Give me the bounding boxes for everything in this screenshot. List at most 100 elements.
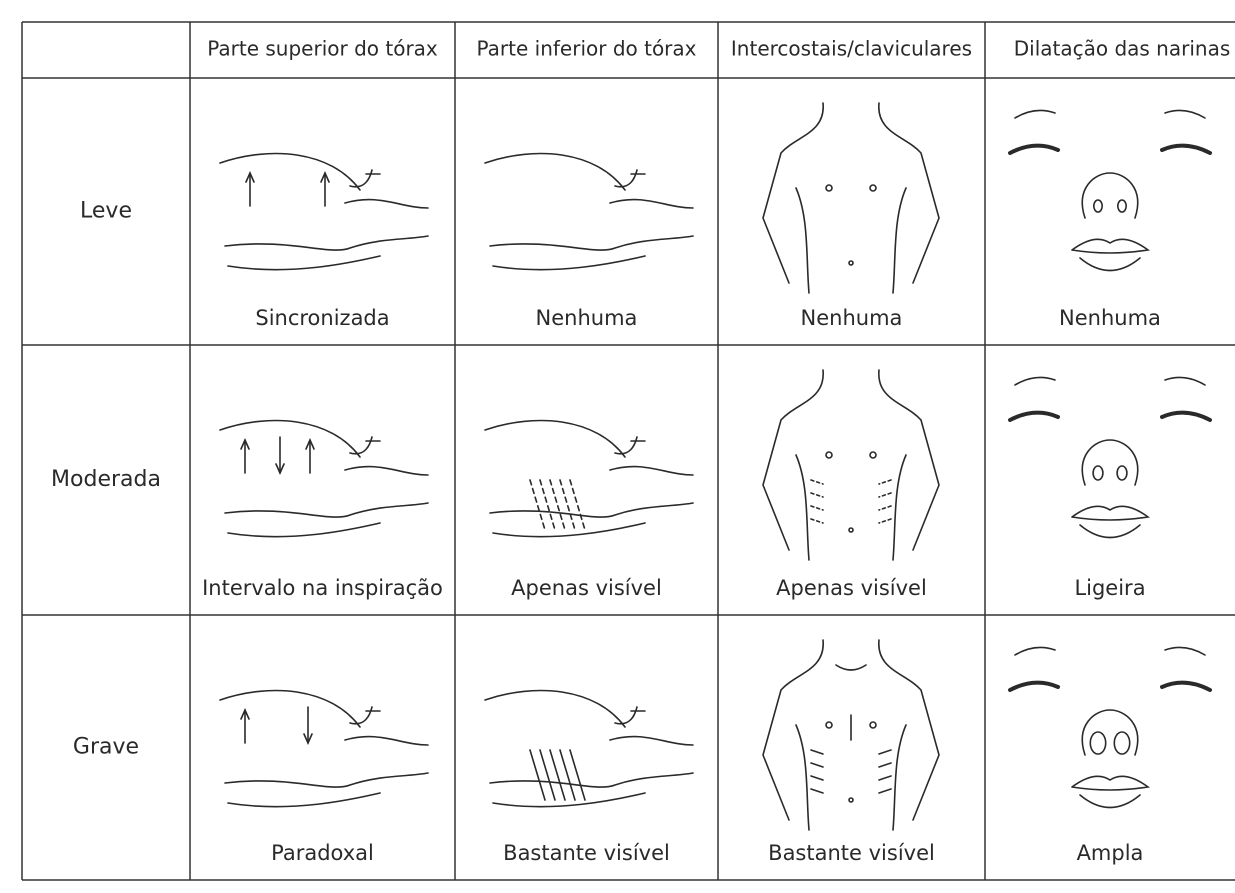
chest-line xyxy=(484,152,626,191)
neck-line xyxy=(614,706,646,725)
belly-line xyxy=(492,522,646,538)
neck-line xyxy=(614,169,646,188)
retraction xyxy=(569,479,586,531)
row-label: Leve xyxy=(80,199,132,224)
retraction xyxy=(810,775,824,781)
belly-line xyxy=(492,792,646,808)
column-header: Parte superior do tórax xyxy=(207,37,438,61)
chest-line xyxy=(219,152,361,191)
nostril xyxy=(1113,731,1131,755)
eye xyxy=(1008,680,1060,692)
retraction xyxy=(539,479,556,531)
back-line xyxy=(489,502,694,518)
belly-line xyxy=(227,522,381,538)
cell-caption: Ligeira xyxy=(1074,576,1145,600)
belly-line xyxy=(492,255,646,271)
illustration xyxy=(762,369,940,561)
column-header: Dilatação das narinas xyxy=(1014,37,1231,61)
retraction xyxy=(878,762,892,768)
back-line xyxy=(224,235,429,251)
retraction xyxy=(549,749,566,801)
cell-caption: Intervalo na inspiração xyxy=(202,576,443,600)
neck-line xyxy=(349,169,381,188)
retraction xyxy=(878,749,892,755)
torso-side xyxy=(795,724,810,831)
retraction xyxy=(559,749,576,801)
shoulder-arm xyxy=(878,369,940,551)
torso-side xyxy=(892,724,907,831)
illustration xyxy=(1008,376,1212,539)
retraction xyxy=(878,788,892,794)
torso-side xyxy=(795,187,810,294)
illustration xyxy=(484,689,694,808)
navel xyxy=(848,797,854,803)
eyebrow xyxy=(1164,376,1206,386)
eye xyxy=(1008,143,1060,155)
arrow-head xyxy=(320,171,330,183)
nostril xyxy=(1117,199,1128,213)
retraction xyxy=(878,479,892,485)
retraction xyxy=(810,505,824,511)
navel xyxy=(848,260,854,266)
arrow-head xyxy=(305,438,315,450)
nose xyxy=(1081,439,1139,486)
belly-line xyxy=(227,255,381,271)
neck-line xyxy=(614,436,646,455)
arm-line xyxy=(344,198,429,209)
arrow-head xyxy=(303,733,313,745)
column-header: Intercostais/claviculares xyxy=(731,37,972,61)
arm-line xyxy=(344,465,429,476)
retraction xyxy=(810,788,824,794)
retraction xyxy=(810,479,824,485)
eye xyxy=(1160,143,1212,155)
chest-line xyxy=(219,689,361,728)
illustration xyxy=(484,152,694,271)
arm-line xyxy=(609,198,694,209)
lips xyxy=(1071,238,1151,272)
back-line xyxy=(489,772,694,788)
nostril xyxy=(1092,465,1104,481)
nipple xyxy=(825,721,833,729)
torso-side xyxy=(892,454,907,561)
illustration xyxy=(219,689,429,808)
retraction xyxy=(878,505,892,511)
retraction xyxy=(810,518,824,524)
neck-line xyxy=(349,436,381,455)
nipple xyxy=(869,184,877,192)
retraction xyxy=(569,749,586,801)
retraction xyxy=(549,479,566,531)
torso-side xyxy=(795,454,810,561)
illustration xyxy=(219,419,429,538)
retraction xyxy=(810,762,824,768)
back-line xyxy=(224,502,429,518)
nostril xyxy=(1089,731,1107,755)
nipple xyxy=(869,721,877,729)
navel xyxy=(848,527,854,533)
illustration xyxy=(1008,646,1212,809)
cell-caption: Paradoxal xyxy=(271,841,374,865)
lips xyxy=(1071,505,1151,539)
arrow-head xyxy=(275,463,285,475)
eye xyxy=(1008,410,1060,422)
shoulder-arm xyxy=(878,102,940,284)
cell-caption: Bastante visível xyxy=(768,841,935,865)
eye xyxy=(1160,680,1212,692)
cell-caption: Nenhuma xyxy=(1059,306,1161,330)
back-line xyxy=(224,772,429,788)
chest-line xyxy=(219,419,361,458)
retraction xyxy=(878,492,892,498)
chest-line xyxy=(484,689,626,728)
illustration xyxy=(219,152,429,271)
nostril xyxy=(1116,465,1128,481)
shoulder-arm xyxy=(878,639,940,821)
illustration xyxy=(484,419,694,538)
torso-side xyxy=(892,187,907,294)
eyebrow xyxy=(1014,376,1056,386)
cell-caption: Nenhuma xyxy=(536,306,638,330)
cell-caption: Bastante visível xyxy=(503,841,670,865)
retraction xyxy=(878,775,892,781)
illustration xyxy=(762,102,940,294)
arrow-head xyxy=(240,708,250,720)
chest-line xyxy=(484,419,626,458)
